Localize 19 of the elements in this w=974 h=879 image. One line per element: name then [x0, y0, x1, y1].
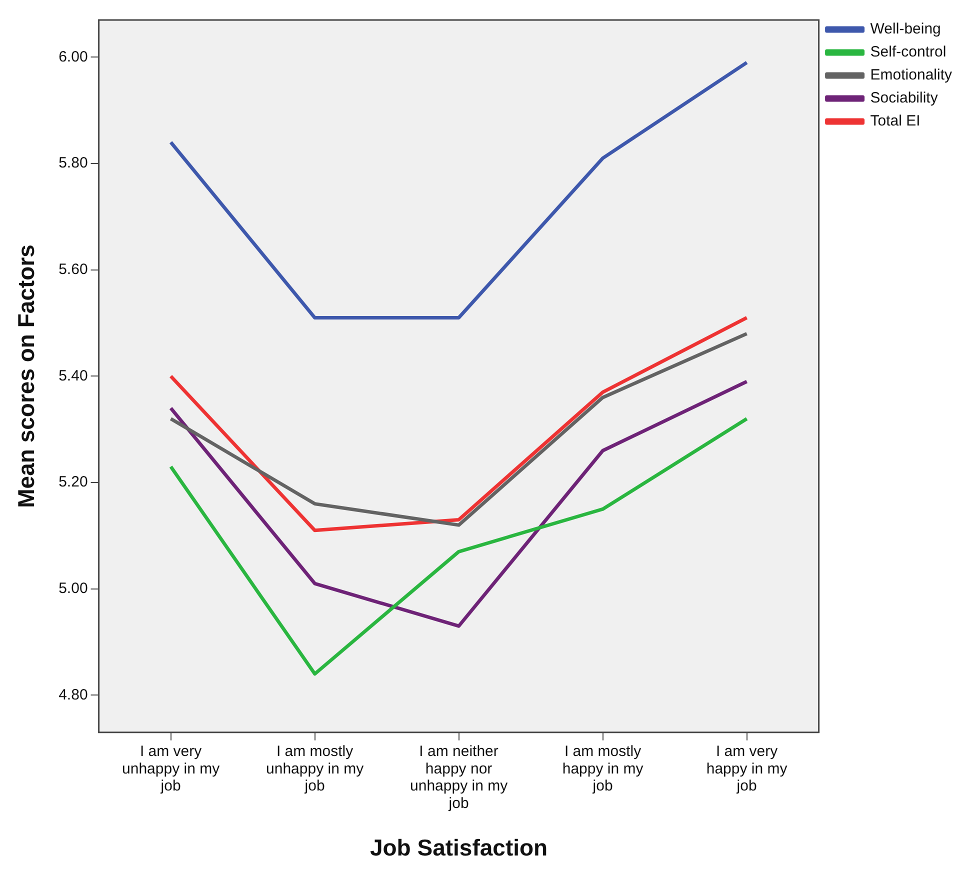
legend-label: Sociability: [870, 90, 938, 107]
x-tick-label: I am very unhappy in my job: [122, 743, 220, 795]
legend-label: Self-control: [870, 44, 946, 61]
x-tick-label: I am very happy in my job: [706, 743, 788, 795]
y-tick-label: 6.00: [58, 48, 88, 66]
y-axis-title: Mean scores on Factors: [13, 244, 40, 508]
x-tick-label: I am mostly unhappy in my job: [266, 743, 364, 795]
y-tick-label: 5.00: [58, 580, 88, 597]
y-tick-label: 5.20: [58, 474, 88, 491]
x-tick-label: I am neither happy nor unhappy in my job: [410, 743, 508, 812]
x-axis-title: Job Satisfaction: [370, 834, 548, 861]
legend-label: Emotionality: [870, 66, 952, 84]
y-tick-label: 5.80: [58, 154, 88, 172]
y-tick-label: 4.80: [58, 686, 88, 704]
legend-label: Total EI: [870, 112, 920, 130]
y-tick-label: 5.40: [58, 367, 88, 384]
x-tick-label: I am mostly happy in my job: [562, 743, 644, 795]
legend-label: Well-being: [870, 20, 941, 38]
y-tick-label: 5.60: [58, 261, 88, 278]
